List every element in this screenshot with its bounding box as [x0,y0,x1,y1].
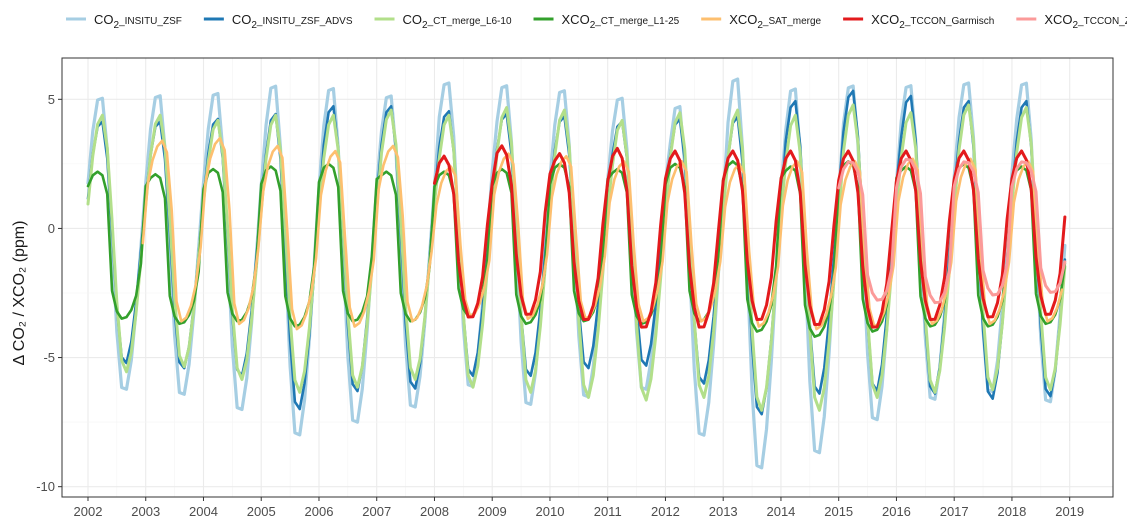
plot-panel [62,58,1113,497]
x-tick-label: 2018 [997,504,1026,519]
x-tick-label: 2005 [247,504,276,519]
legend-label: XCO2_CT_merge_L1-25 [562,12,680,31]
legend-item: XCO2_SAT_merge [701,12,822,31]
legend-item: XCO2_TCCON_Garmisch [843,12,994,31]
series-line-5 [432,144,1067,329]
legend: CO2_INSITU_ZSF CO2_INSITU_ZSF_ADVS CO2_CT_… [66,12,1127,31]
y-tick-label: 0 [48,221,55,236]
x-tick-label: 2002 [74,504,103,519]
y-axis-label: Δ CO₂ / XCO₂ (ppm) [11,221,28,366]
series-line-6 [837,157,1067,305]
legend-item: CO2_INSITU_ZSF [66,12,182,31]
x-tick-label: 2013 [709,504,738,519]
legend-item: XCO2_CT_merge_L1-25 [533,12,680,31]
series-lines [86,77,1067,470]
x-tick-label: 2004 [189,504,218,519]
x-tick-label: 2012 [651,504,680,519]
legend-item: XCO2_TCCON_Zugspitze [1016,12,1127,31]
x-tick-label: 2014 [766,504,795,519]
x-tick-label: 2011 [594,504,622,519]
y-tick-label: -10 [36,479,55,494]
plot-frame [61,57,1114,498]
y-tick-label: 5 [48,92,55,107]
legend-label: CO2_INSITU_ZSF_ADVS [232,12,353,31]
x-tick-label: 2003 [131,504,160,519]
legend-label: CO2_INSITU_ZSF [94,12,182,31]
x-tick-label: 2009 [478,504,507,519]
x-tick-label: 2006 [305,504,334,519]
axes: 2002 2003 2004 2005 2006 2007 2008 2009 2010 2011… [36,92,1084,519]
series-line-4 [141,136,1064,331]
x-tick-label: 2016 [882,504,911,519]
x-tick-label: 2019 [1055,504,1084,519]
y-tick-label: -5 [43,350,55,365]
legend-item: CO2_INSITU_ZSF_ADVS [203,12,353,31]
x-tick-label: 2007 [362,504,391,519]
legend-label: CO2_CT_merge_L6-10 [403,12,512,31]
x-tick-label: 2015 [824,504,853,519]
legend-label: XCO2_TCCON_Garmisch [871,12,994,31]
x-tick-label: 2010 [536,504,565,519]
legend-label: XCO2_SAT_merge [729,12,821,31]
x-tick-label: 2008 [420,504,449,519]
x-tick-label: 2017 [940,504,969,519]
legend-label: XCO2_TCCON_Zugspitze [1044,12,1127,31]
legend-item: CO2_CT_merge_L6-10 [374,12,512,31]
grid [62,58,1113,497]
